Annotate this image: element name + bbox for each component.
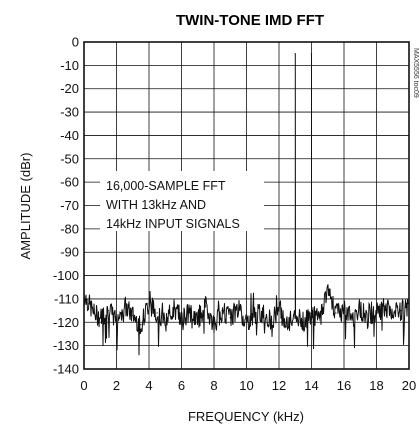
data-point	[327, 286, 329, 288]
data-point	[278, 310, 280, 312]
data-point	[172, 307, 174, 309]
y-tick-label: -40	[60, 128, 79, 143]
y-tick-label: -60	[60, 175, 79, 190]
data-point	[164, 321, 166, 323]
y-tick-label: -110	[54, 291, 79, 306]
data-point	[205, 305, 207, 307]
y-tick-label: -140	[53, 362, 79, 377]
y-tick-label: -80	[60, 221, 79, 236]
data-point	[375, 312, 378, 314]
plot-frame	[83, 41, 410, 370]
data-point	[286, 326, 288, 328]
data-point	[262, 312, 264, 314]
data-point	[107, 310, 109, 312]
peak-point	[310, 53, 313, 55]
y-tick-label: -100	[53, 268, 79, 283]
data-point	[296, 317, 298, 319]
y-tick-label: -130	[53, 338, 79, 353]
data-point	[319, 319, 321, 321]
x-tick-labels: 0 2 4 6 8 10 12 14 16 18 20	[80, 378, 416, 393]
x-tick-label: 20	[402, 378, 416, 393]
x-tick-label: 4	[145, 378, 152, 393]
y-axis-label: AMPLITUDE (dBr)	[18, 153, 33, 260]
y-tick-label: -50	[60, 151, 79, 166]
data-point	[83, 293, 85, 295]
data-point	[335, 312, 337, 314]
chart-title: TWIN-TONE IMD FFT	[176, 12, 324, 29]
data-point	[254, 314, 256, 316]
data-point	[124, 305, 126, 307]
x-tick-label: 8	[210, 378, 217, 393]
annotation-line-3: 14kHz INPUT SIGNALS	[106, 217, 240, 231]
data-point	[245, 321, 248, 323]
data-point	[312, 314, 314, 316]
y-tick-label: -20	[60, 81, 79, 96]
data-point	[156, 312, 158, 314]
y-tick-label: 0	[72, 35, 79, 50]
x-tick-label: 0	[80, 378, 87, 393]
data-point	[221, 310, 223, 312]
data-point	[189, 312, 191, 314]
data-point	[93, 312, 95, 314]
data-point	[302, 321, 304, 323]
x-tick-label: 14	[304, 378, 318, 393]
data-point	[408, 307, 410, 309]
peak-point	[294, 53, 296, 55]
data-point	[384, 305, 386, 307]
fft-trace	[83, 53, 410, 356]
data-point	[309, 312, 311, 314]
data-point	[237, 307, 239, 309]
data-point	[400, 310, 402, 312]
y-tick-label: -120	[53, 315, 79, 330]
data-point	[367, 319, 369, 321]
data-point	[140, 324, 142, 326]
x-tick-label: 6	[178, 378, 185, 393]
x-tick-label: 2	[113, 378, 120, 393]
y-tick-labels: 0 -10 -20 -30 -40 -50 -60 -70 -80 -90 -100 -110 -120…	[53, 35, 79, 377]
data-point	[88, 303, 90, 305]
figure-code: MAX5556 toc09	[412, 48, 419, 98]
data-point	[99, 317, 101, 319]
data-point	[197, 319, 199, 321]
data-point	[270, 319, 272, 321]
annotation-line-1: 16,000-SAMPLE FFT	[106, 179, 226, 193]
data-point	[213, 324, 215, 326]
y-tick-label: -10	[60, 58, 79, 73]
y-tick-label: -90	[60, 245, 79, 260]
data-point	[132, 314, 134, 316]
data-point	[392, 314, 394, 316]
x-tick-label: 18	[369, 378, 383, 393]
data-point	[115, 319, 118, 321]
data-point	[229, 317, 231, 319]
x-tick-label: 12	[272, 378, 286, 393]
data-point	[148, 303, 150, 305]
annotation-box	[100, 171, 264, 231]
x-axis-label: FREQUENCY (kHz)	[188, 409, 304, 424]
data-point	[359, 307, 361, 309]
annotation-line-2: WITH 13kHz AND	[106, 198, 206, 212]
x-tick-label: 16	[337, 378, 351, 393]
data-point	[343, 310, 345, 312]
data-point	[180, 317, 183, 319]
y-tick-label: -70	[60, 198, 79, 213]
y-tick-label: -30	[60, 105, 79, 120]
x-tick-label: 10	[239, 378, 253, 393]
data-point	[351, 317, 353, 319]
data-point	[293, 314, 295, 316]
